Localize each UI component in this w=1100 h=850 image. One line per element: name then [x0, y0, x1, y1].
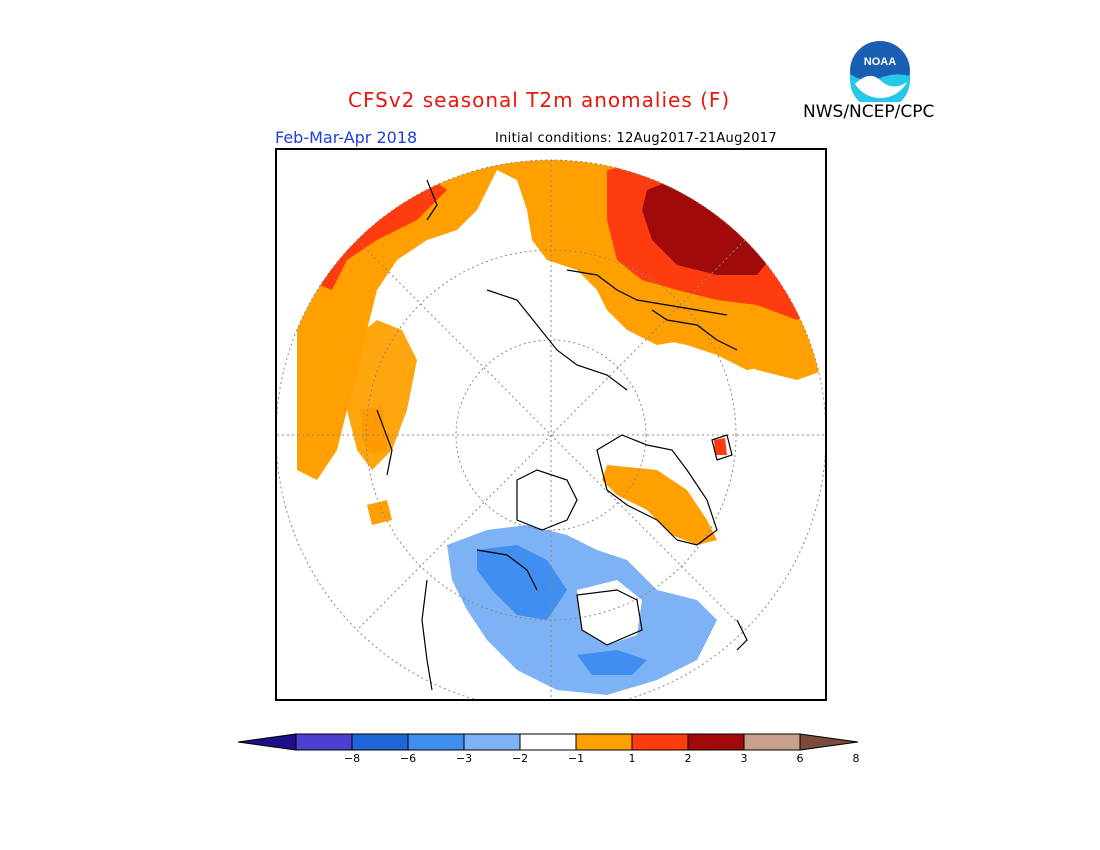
colorbar-segment: [519, 733, 577, 751]
colorbar-tick-label: 3: [740, 752, 748, 765]
colorbar-tick-label: 2: [684, 752, 692, 765]
colorbar-tick-label: −3: [455, 752, 473, 765]
anomaly-very-hot-siberia: [642, 170, 777, 275]
colorbar-segment: [687, 733, 745, 751]
colorbar-tick-label: −2: [511, 752, 529, 765]
colorbar-arrow-high: [799, 733, 859, 751]
colorbar-tick-label: −1: [567, 752, 585, 765]
colorbar: [238, 733, 859, 751]
colorbar-segment: [631, 733, 689, 751]
chart-title: CFSv2 seasonal T2m anomalies (F): [348, 88, 731, 112]
agency-label: NWS/NCEP/CPC: [803, 102, 935, 122]
colorbar-tick-label: −8: [343, 752, 361, 765]
map-frame: [275, 148, 827, 701]
season-label: Feb-Mar-Apr 2018: [275, 128, 418, 147]
colorbar-segment: [407, 733, 465, 751]
colorbar-tick-label: 6: [796, 752, 804, 765]
colorbar-segment: [295, 733, 353, 751]
graticule: [277, 159, 825, 699]
polar-map: [277, 159, 825, 699]
anomaly-cooler-canada: [477, 545, 567, 620]
colorbar-tick-label: 8: [852, 752, 860, 765]
noaa-logo-icon: NOAA: [850, 41, 910, 102]
coastlines: [376, 179, 748, 691]
colorbar-segment: [463, 733, 521, 751]
colorbar-segment: [575, 733, 633, 751]
colorbar-segment: [743, 733, 801, 751]
colorbar-arrow-low: [238, 733, 297, 751]
colorbar-tick-label: −6: [399, 752, 417, 765]
colorbar-tick-label: 1: [628, 752, 636, 765]
anomaly-warm-scandinavia: [602, 465, 717, 545]
anomaly-hot-northatlantic: [307, 175, 447, 290]
colorbar-segment: [351, 733, 409, 751]
logo-text: NOAA: [864, 56, 896, 68]
initial-conditions-label: Initial conditions: 12Aug2017-21Aug2017: [495, 131, 777, 146]
